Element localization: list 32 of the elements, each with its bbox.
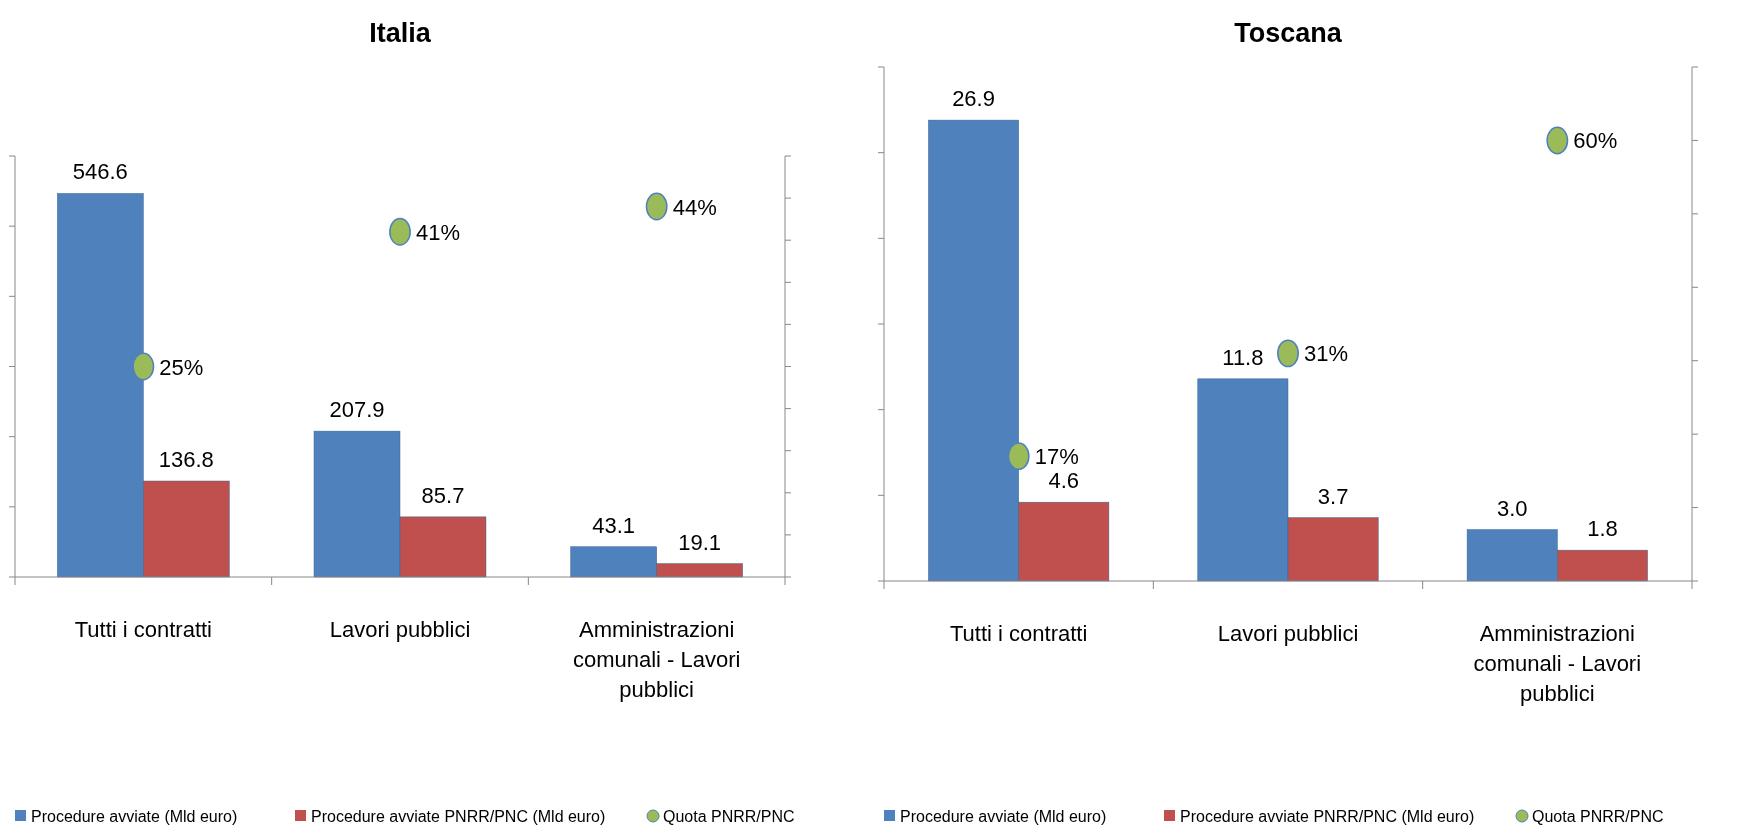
data-label: 60% [1573, 128, 1618, 154]
chart-title: Toscana [1234, 18, 1343, 48]
data-label: 4.6 [1048, 468, 1080, 494]
data-label: 546.6 [72, 159, 128, 185]
data-label: 26.9 [952, 86, 995, 112]
data-label: 19.1 [678, 529, 722, 555]
chart-title: Italia [369, 18, 432, 48]
data-label: 25% [159, 354, 204, 380]
x-tick-label: Tutti i contratti [74, 617, 213, 642]
data-label: 3.7 [1317, 483, 1349, 509]
data-label: 11.8 [1222, 344, 1264, 370]
x-tick-label: Tutti i contratti [949, 621, 1088, 646]
data-label: 31% [1304, 341, 1349, 367]
legend-label: Procedure avviate (Mld euro) [31, 808, 238, 825]
legend-label: Quota PNRR/PNC [1532, 808, 1664, 825]
legend-label: Procedure avviate (Mld euro) [900, 808, 1107, 825]
legend-label: Quota PNRR/PNC [663, 808, 795, 825]
x-tick-label: Amministrazioni comunali - Lavori pubblici [1473, 621, 1642, 706]
data-label: 136.8 [158, 447, 214, 473]
legend-label: Procedure avviate PNRR/PNC (Mld euro) [311, 808, 606, 825]
data-label: 85.7 [421, 482, 465, 508]
x-tick-label: Amministrazioni comunali - Lavori pubblici [572, 617, 741, 702]
data-label: 1.8 [1587, 516, 1618, 542]
data-label: 207.9 [329, 397, 385, 423]
data-label: 43.1 [592, 512, 636, 538]
data-label: 3.0 [1496, 495, 1528, 521]
x-tick-label: Lavori pubblici [1217, 621, 1359, 646]
legend-label: Procedure avviate PNRR/PNC (Mld euro) [1180, 808, 1475, 825]
data-label: 44% [672, 194, 717, 220]
data-label: 41% [416, 219, 461, 245]
x-tick-label: Lavori pubblici [329, 617, 471, 642]
data-label: 17% [1034, 444, 1079, 470]
